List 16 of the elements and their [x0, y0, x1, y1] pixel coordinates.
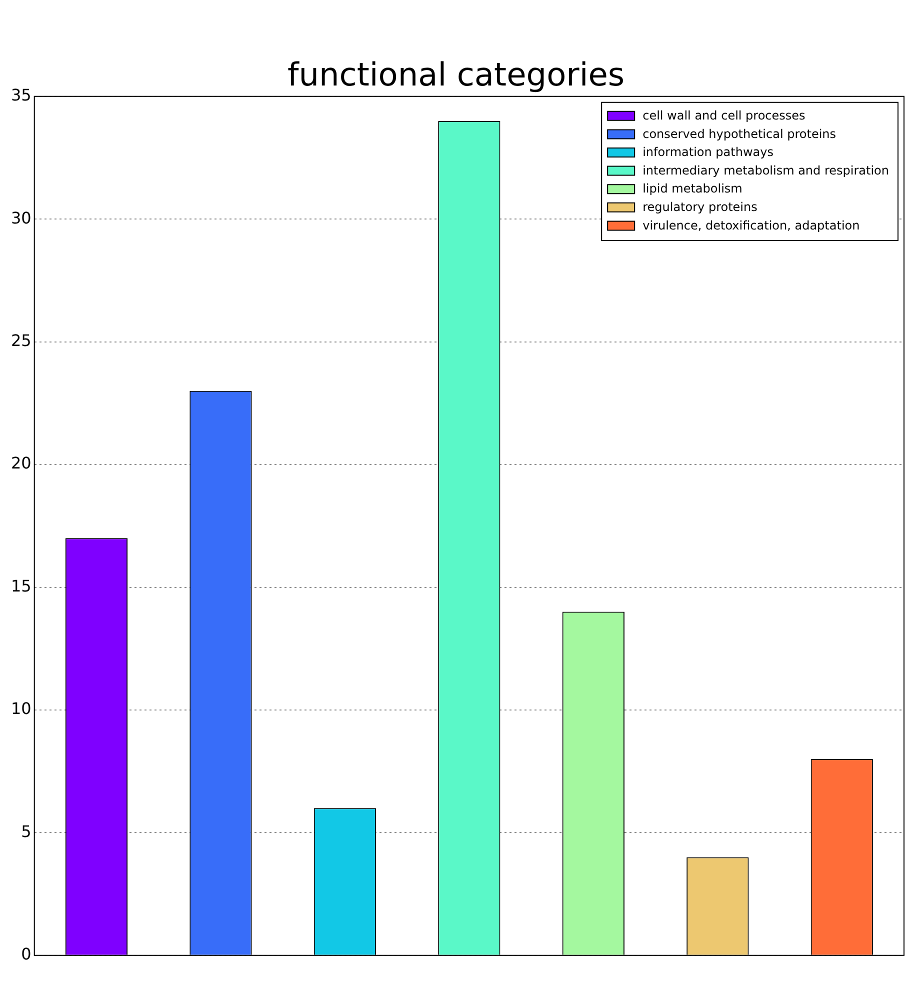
chart-title: functional categories	[287, 56, 625, 94]
legend-label: lipid metabolism	[642, 182, 742, 196]
y-tick-label: 30	[11, 208, 32, 228]
y-tick-label: 0	[21, 944, 32, 964]
y-tick-label: 5	[21, 822, 32, 841]
y-tick-label: 15	[11, 576, 32, 596]
legend-label: conserved hypothetical proteins	[642, 126, 836, 141]
y-tick-label: 25	[11, 330, 32, 350]
y-tick-label: 20	[11, 454, 32, 473]
legend-label: information pathways	[642, 145, 774, 160]
legend-label: virulence, detoxification, adaptation	[642, 218, 860, 232]
legend-label: intermediary metabolism and respiration	[642, 163, 890, 178]
y-tick-label: 10	[11, 699, 32, 718]
legend-label: regulatory proteins	[642, 200, 758, 214]
legend-label: cell wall and cell processes	[642, 108, 806, 123]
y-tick-label: 35	[11, 86, 32, 105]
